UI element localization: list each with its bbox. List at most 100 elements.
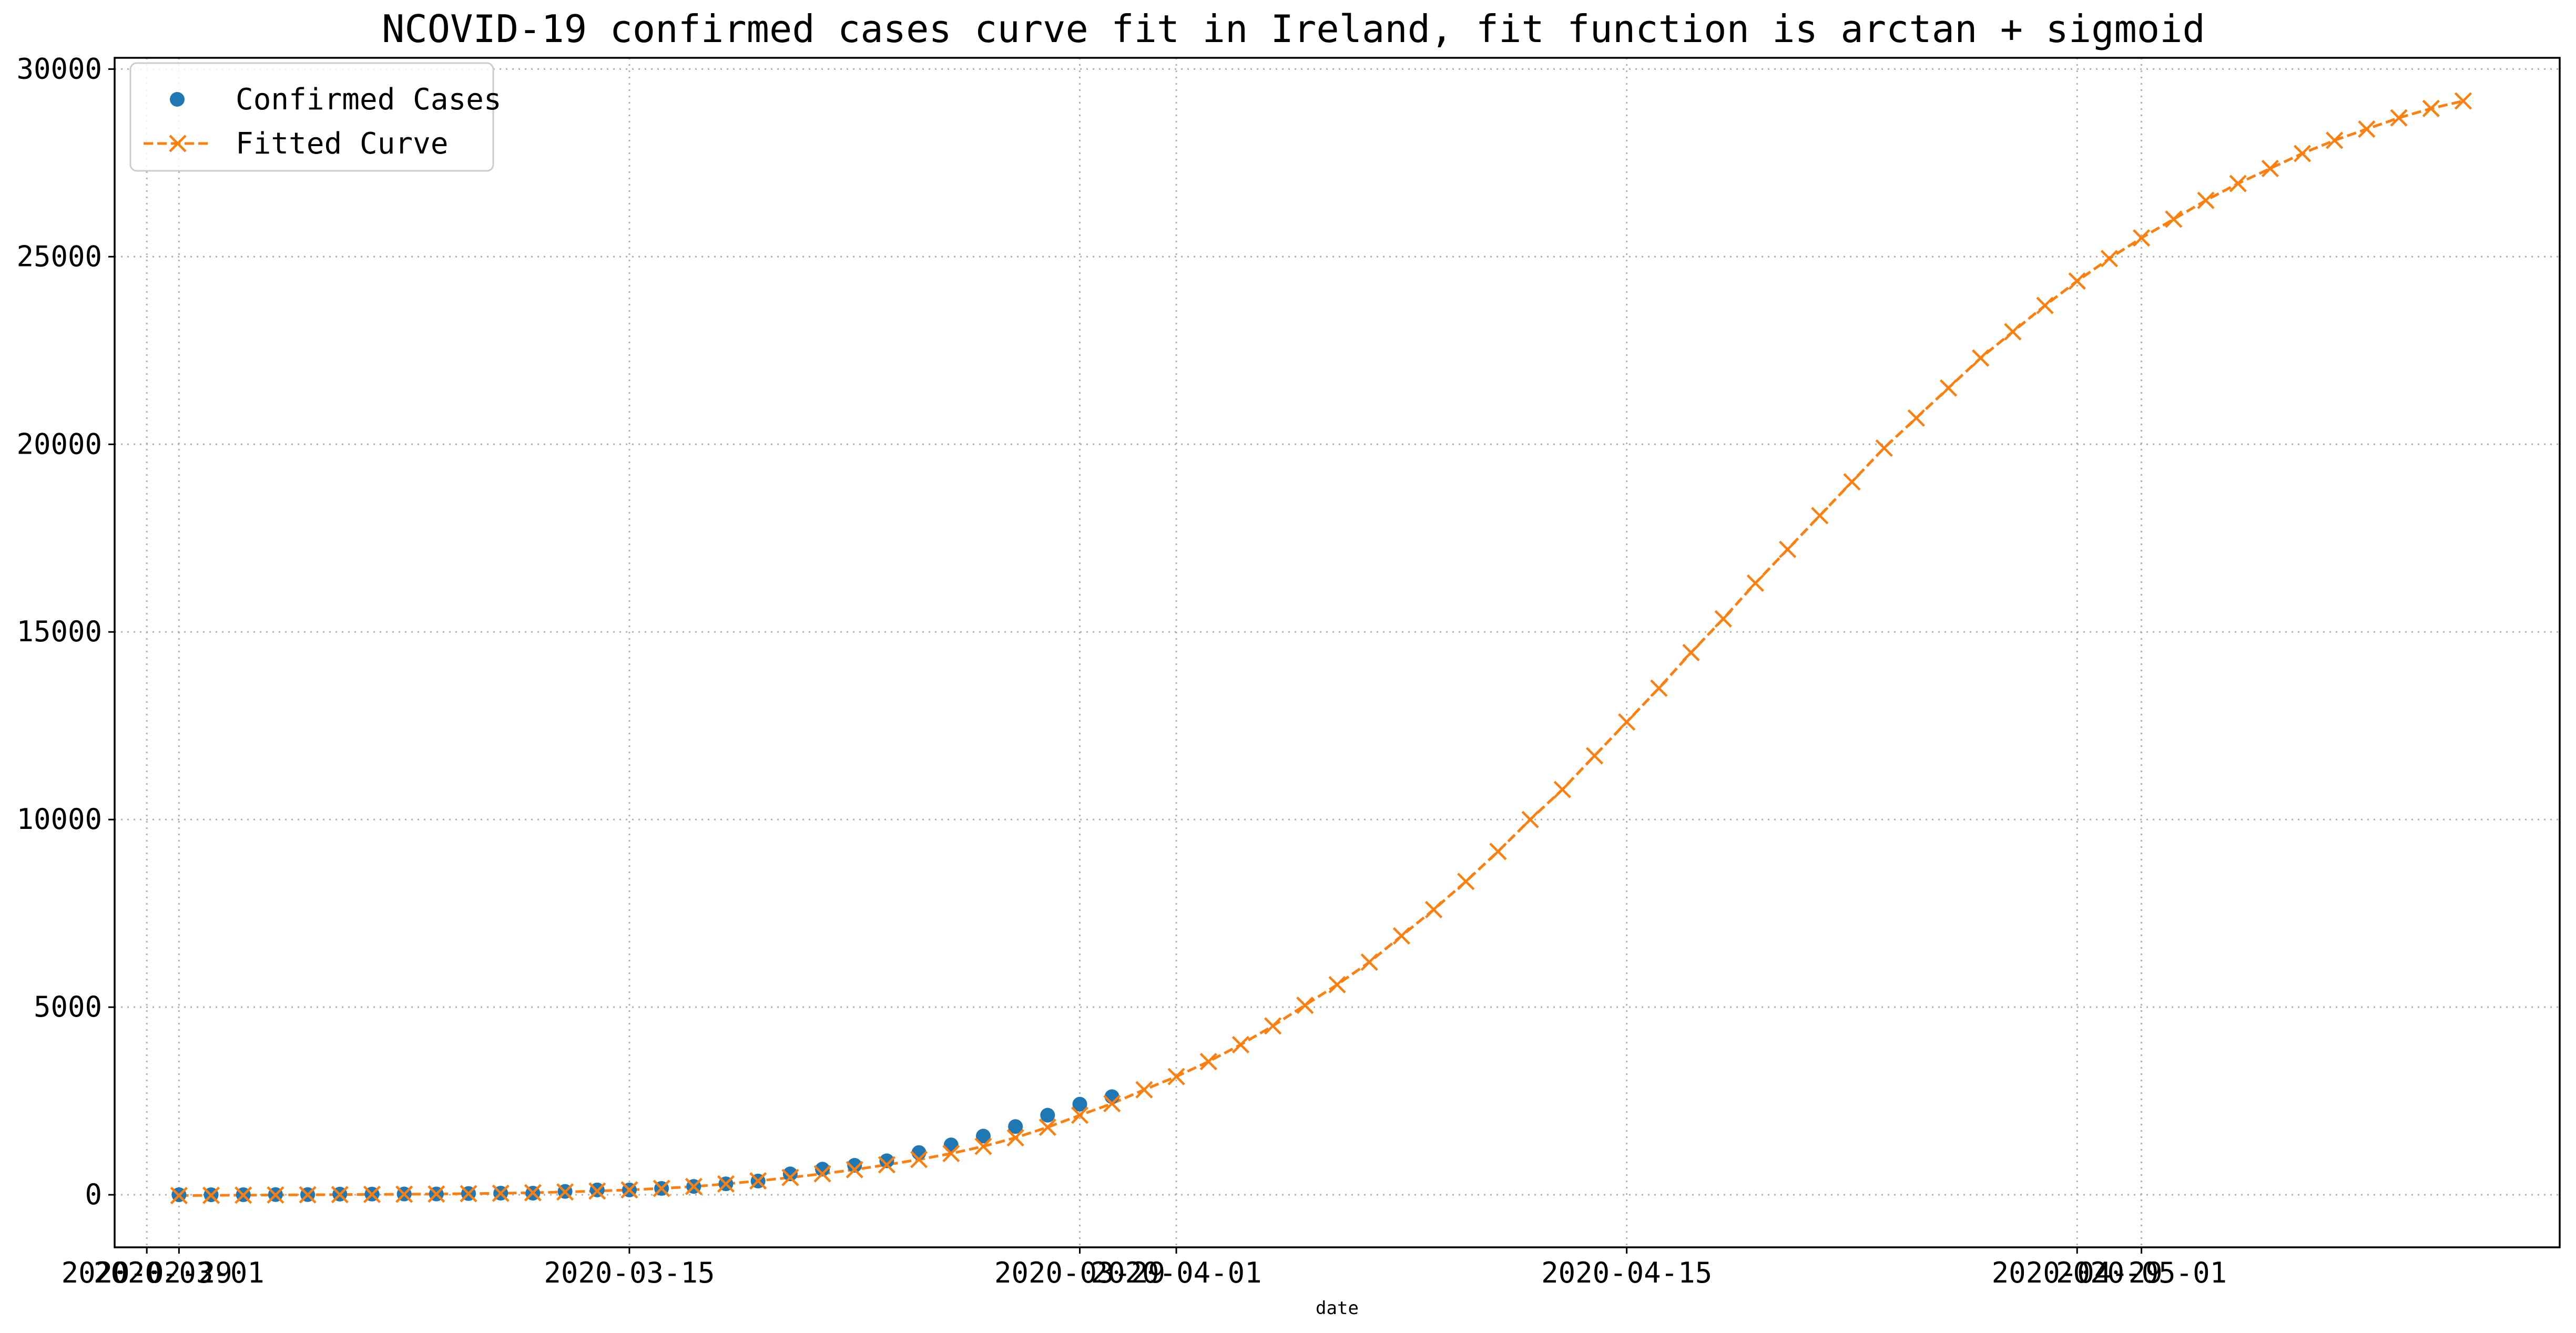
fitted-curve-point <box>620 1181 638 1199</box>
confirmed-case-point <box>847 1158 862 1173</box>
fitted-curve-point <box>1231 1035 1250 1054</box>
fitted-curve-point <box>267 1186 284 1204</box>
fitted-curve-point <box>846 1161 863 1178</box>
fitted-curve-point <box>1071 1106 1089 1124</box>
legend: Confirmed Cases Fitted Curve <box>129 62 502 172</box>
fitted-curve-point <box>556 1183 574 1201</box>
confirmed-case-point <box>911 1145 926 1160</box>
x-tick-label: 2020-04-15 <box>1541 1256 1712 1289</box>
fitted-curve-point <box>1457 873 1475 890</box>
fitted-curve-point <box>1907 409 1925 427</box>
y-tick-label: 15000 <box>16 615 102 648</box>
fitted-curve-point <box>1296 996 1314 1014</box>
fitted-curve-point <box>1618 713 1636 731</box>
fitted-curve-point <box>1199 1053 1217 1071</box>
fitted-curve-point <box>588 1182 606 1200</box>
x-tick-label: 2020-02-29 <box>62 1256 232 1289</box>
confirmed-case-point <box>1104 1089 1119 1104</box>
fitted-curve-point <box>1489 843 1507 860</box>
fitted-curve-point <box>395 1185 413 1203</box>
fitted-curve-point <box>2326 131 2344 149</box>
fitted-curve-point <box>331 1186 349 1204</box>
fitted-curve-point <box>974 1137 992 1155</box>
x-tick-label: 2020-04-29 <box>1992 1256 2163 1289</box>
y-tick-label: 25000 <box>16 240 102 273</box>
fitted-curve-point <box>2133 229 2151 247</box>
legend-label-confirmed: Confirmed Cases <box>236 83 502 117</box>
y-tick-label: 20000 <box>16 427 102 460</box>
fitted-curve-point <box>2390 109 2408 127</box>
fitted-curve-point <box>2197 191 2215 209</box>
fitted-curve-point <box>1972 349 1990 367</box>
fitted-curve-point <box>1521 811 1539 828</box>
y-tick-label: 10000 <box>16 803 102 836</box>
fitted-curve-point <box>878 1156 896 1174</box>
fitted-curve-point <box>235 1186 252 1204</box>
fitted-curve-point <box>524 1184 542 1202</box>
fitted-curve-point <box>2068 272 2086 290</box>
fitted-curve-point <box>1843 473 1861 491</box>
fitted-curve-point <box>1264 1017 1282 1035</box>
fitted-curve-point <box>1167 1068 1185 1085</box>
fitted-curve-point <box>717 1175 735 1193</box>
fitted-curve-point <box>1328 976 1346 993</box>
fitted-curve-point <box>2454 92 2472 110</box>
fitted-curve-point <box>685 1177 702 1195</box>
fitted-curve-point <box>1714 610 1732 628</box>
fitted-curve-point <box>2036 296 2054 314</box>
confirmed-case-point <box>1072 1096 1087 1112</box>
fitted-curve-point <box>299 1186 317 1204</box>
fitted-curve-point <box>1746 574 1764 592</box>
x-tick-label: 2020-03-29 <box>994 1256 1165 1289</box>
confirmed-case-point <box>1040 1108 1055 1123</box>
fitted-curve-point <box>781 1168 799 1186</box>
fitted-curve-point <box>1682 643 1700 662</box>
x-tick-label: 2020-03-01 <box>94 1256 264 1289</box>
y-tick-label: 5000 <box>34 990 102 1023</box>
fitted-curve-point <box>2100 250 2119 268</box>
fitted-curve-point <box>170 1186 188 1205</box>
legend-marker-confirmed <box>170 92 185 107</box>
y-tick-label: 30000 <box>16 52 102 85</box>
legend-box <box>129 62 494 172</box>
fitted-curve-point <box>653 1180 670 1197</box>
fitted-curve-point <box>1392 927 1410 945</box>
fitted-curve-point <box>2165 210 2183 228</box>
fitted-curve-point <box>202 1186 220 1204</box>
fitted-curve-point <box>1103 1094 1121 1113</box>
fitted-curve-point <box>2229 175 2247 192</box>
fitted-curve-point <box>942 1144 960 1163</box>
grid <box>115 58 2560 1247</box>
y-tick-label: 0 <box>85 1178 102 1211</box>
fitted-curve-point <box>492 1184 510 1202</box>
fitted-curve-point <box>2004 323 2022 341</box>
fitted-curve-point <box>2293 145 2312 162</box>
fitted-curve-point <box>363 1185 381 1203</box>
x-axis-label: date <box>1316 1298 1359 1319</box>
confirmed-case-point <box>943 1137 959 1153</box>
fitted-curve-point <box>1553 781 1571 798</box>
fitted-curve-point <box>1038 1118 1056 1136</box>
fitted-curve-line <box>179 99 2463 1197</box>
fitted-curve-point <box>749 1172 767 1190</box>
confirmed-case-point <box>782 1166 798 1182</box>
chart-title: NCOVID-19 confirmed cases curve fit in I… <box>382 7 2205 51</box>
plot-area <box>170 92 2472 1205</box>
fitted-curve-point <box>1650 679 1668 697</box>
fitted-curve-point <box>2358 120 2376 138</box>
fitted-curve-point <box>1585 747 1604 765</box>
confirmed-case-point <box>815 1162 830 1177</box>
confirmed-case-point <box>879 1153 894 1168</box>
fitted-curve-point <box>1939 379 1958 397</box>
fitted-curve-point <box>1006 1129 1024 1147</box>
fitted-curve-point <box>1424 900 1443 919</box>
fitted-curve-point <box>427 1185 445 1203</box>
legend-label-fitted: Fitted Curve <box>236 127 449 161</box>
fitted-curve-point <box>1135 1081 1153 1099</box>
fitted-curve-point <box>2422 99 2440 117</box>
x-tick-label: 2020-05-01 <box>2056 1256 2227 1289</box>
x-tick-label: 2020-04-01 <box>1091 1256 1262 1289</box>
axes: 0 5000 10000 15000 20000 25000 30000 2020-02-29… <box>16 52 2227 1289</box>
